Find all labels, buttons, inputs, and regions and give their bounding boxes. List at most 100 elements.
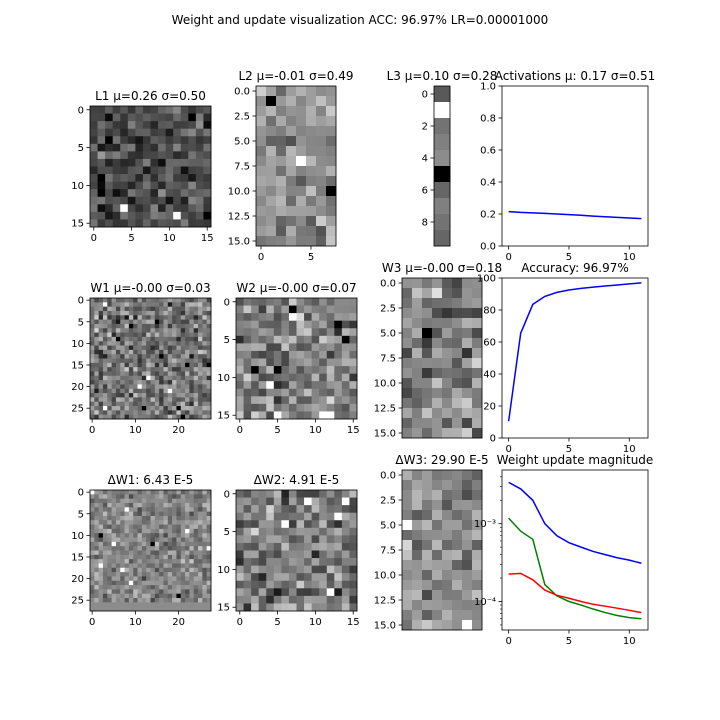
heatmap-cell xyxy=(442,600,453,611)
heatmap-cell xyxy=(154,593,160,599)
heatmap-cell xyxy=(462,550,473,561)
heatmap-cell xyxy=(127,158,136,167)
heatmap-cell xyxy=(442,298,453,309)
heatmap-cell xyxy=(102,367,108,372)
heatmap-cell xyxy=(281,497,290,506)
heatmap-cell xyxy=(90,323,95,329)
heatmap-cell xyxy=(281,328,290,337)
heatmap-cell xyxy=(94,494,99,499)
heatmap-cell xyxy=(412,348,423,359)
heatmap-cell xyxy=(422,318,433,329)
heatmap-cell xyxy=(273,388,282,397)
heatmap-cell xyxy=(402,428,413,439)
heatmap-cell xyxy=(334,328,343,337)
heatmap-cell xyxy=(185,371,190,377)
heatmap-cell xyxy=(266,565,275,574)
heatmap-cell xyxy=(452,378,463,389)
heatmap-cell xyxy=(137,414,143,420)
heatmap-cell xyxy=(273,403,282,412)
heatmap-cell xyxy=(150,204,159,213)
heatmap-cell xyxy=(462,580,473,591)
heatmap-cell xyxy=(141,397,147,403)
heatmap-cell xyxy=(273,565,282,574)
heatmap-cell xyxy=(349,550,358,559)
heatmap-cell xyxy=(273,512,282,521)
heatmap-cell xyxy=(185,494,190,499)
heatmap-cell xyxy=(206,341,212,346)
heatmap-cell xyxy=(173,158,182,167)
heatmap-cell xyxy=(120,533,125,538)
heatmap-cell xyxy=(154,410,160,416)
heatmap-cell xyxy=(402,520,413,531)
heatmap-cell xyxy=(98,332,104,338)
heatmap-cell xyxy=(98,375,104,381)
heatmap-cell xyxy=(334,381,343,390)
heatmap-cell xyxy=(402,560,413,571)
heatmap-cell xyxy=(141,550,147,556)
y-tick-label: 15 xyxy=(217,411,230,422)
heatmap-cell xyxy=(107,302,112,307)
heatmap-cell xyxy=(236,580,244,589)
heatmap-cell xyxy=(432,550,443,561)
heatmap-cell xyxy=(236,366,244,374)
heatmap-cell xyxy=(251,343,260,352)
heatmap-cell xyxy=(341,603,350,612)
heatmap-cell xyxy=(120,298,125,303)
heatmap-cell xyxy=(105,121,114,130)
heatmap-cell xyxy=(180,606,186,612)
heatmap-cell xyxy=(150,598,156,603)
heatmap-cell xyxy=(163,515,169,521)
heatmap-cell xyxy=(159,563,164,569)
heatmap-cell xyxy=(341,335,350,344)
heatmap-cell xyxy=(141,345,147,351)
heatmap-cell xyxy=(236,403,244,412)
x-tick-label: 0 xyxy=(505,636,511,647)
heatmap-cell xyxy=(107,384,112,390)
heatmap-cell xyxy=(133,345,138,351)
heatmap-cell xyxy=(165,151,174,160)
heatmap-cell xyxy=(133,323,138,329)
heatmap-cell xyxy=(402,298,413,309)
heatmap-cell xyxy=(266,403,275,412)
heatmap-cell xyxy=(316,166,327,177)
heatmap-dw3: ΔW3: 29.90 E-50.02.55.07.510.012.515.0 xyxy=(374,453,489,632)
heatmap-cell xyxy=(185,362,190,368)
heatmap-cell xyxy=(304,403,312,412)
chart-title: Activations μ: 0.17 σ=0.51 xyxy=(495,69,656,83)
heatmap-cell xyxy=(111,406,117,411)
heatmap-cell xyxy=(167,520,173,525)
heatmap-cell xyxy=(251,358,260,367)
heatmap-cell xyxy=(112,136,121,145)
heatmap-cell xyxy=(243,542,252,551)
heatmap-cell xyxy=(154,341,160,346)
heatmap-cell xyxy=(189,354,195,359)
heatmap-cell xyxy=(154,580,160,586)
heatmap-cell xyxy=(128,502,134,508)
y-tick-label: 10 xyxy=(217,373,230,384)
heatmap-title: W3 μ=-0.00 σ=0.18 xyxy=(382,261,502,275)
heatmap-cell xyxy=(288,603,297,612)
heatmap-cell xyxy=(98,598,104,603)
heatmap-cell xyxy=(115,332,121,338)
heatmap-cell xyxy=(462,368,473,379)
heatmap-cell xyxy=(296,216,307,227)
heatmap-cell xyxy=(256,186,267,197)
heatmap-cell xyxy=(165,121,174,130)
heatmap-cell xyxy=(176,354,182,359)
heatmap-cell xyxy=(167,572,173,577)
heatmap-cell xyxy=(120,354,125,359)
heatmap-cell xyxy=(165,189,174,198)
heatmap-cell xyxy=(102,533,108,538)
heatmap-cell xyxy=(236,535,244,544)
heatmap-cell xyxy=(281,527,290,536)
heatmap-cell xyxy=(180,158,189,167)
heatmap-cell xyxy=(286,86,297,97)
heatmap-cell xyxy=(105,174,114,182)
y-tick-label: 10 xyxy=(217,565,230,576)
heatmap-cell xyxy=(198,606,203,612)
heatmap-cell xyxy=(422,520,433,531)
heatmap-cell xyxy=(172,502,177,508)
heatmap-cell xyxy=(173,166,182,175)
heatmap-cell xyxy=(98,490,104,495)
heatmap-cell xyxy=(115,524,121,530)
